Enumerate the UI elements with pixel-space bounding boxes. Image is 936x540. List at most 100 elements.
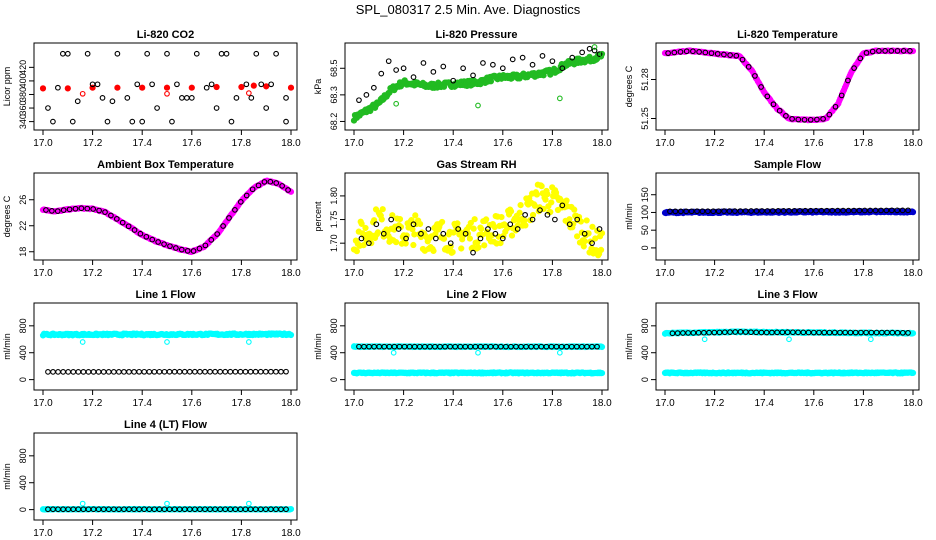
- x-tick-label: 17.6: [182, 528, 202, 539]
- data-point: [690, 48, 696, 55]
- data-point: [863, 49, 870, 56]
- data-point: [522, 211, 528, 218]
- data-point: [188, 95, 195, 101]
- x-tick-label: 17.4: [132, 268, 152, 279]
- data-point: [737, 208, 744, 214]
- data-point: [711, 329, 718, 336]
- x-tick-label: 17.0: [344, 398, 364, 409]
- data-point: [715, 208, 722, 215]
- data-point: [79, 339, 86, 345]
- data-point: [393, 67, 400, 73]
- data-point: [410, 74, 417, 80]
- data-point: [403, 235, 409, 242]
- series-outliers: [79, 339, 252, 345]
- x-tick-label: 17.2: [705, 398, 725, 409]
- data-point: [752, 73, 758, 79]
- data-point: [591, 47, 598, 54]
- data-point: [867, 336, 874, 343]
- data-point: [217, 368, 224, 375]
- data-point: [137, 230, 144, 237]
- panel-line3: Line 3 Flow ml/min 17.0 17.2 17.4 17.6 17.8 18.…: [624, 289, 923, 409]
- data-point: [154, 105, 160, 111]
- data-point: [775, 208, 782, 214]
- data-point: [460, 65, 466, 72]
- data-point: [529, 61, 536, 68]
- data-point: [227, 368, 234, 375]
- y-tick-label: 51.28: [640, 68, 650, 91]
- data-point: [499, 65, 506, 72]
- data-point: [677, 49, 684, 55]
- data-point: [218, 50, 225, 57]
- data-point: [533, 191, 540, 198]
- data-point: [79, 500, 86, 507]
- data-point: [776, 107, 783, 114]
- data-point: [789, 115, 795, 122]
- y-tick-label: 0: [329, 377, 339, 382]
- plot-frame: [344, 42, 609, 131]
- data-point: [373, 221, 380, 228]
- data-point: [59, 50, 66, 57]
- data-point: [379, 206, 386, 213]
- data-point: [223, 50, 230, 57]
- data-point: [721, 329, 728, 336]
- data-point: [847, 329, 854, 336]
- x-tick-label: 17.8: [543, 268, 563, 279]
- data-point: [268, 81, 275, 88]
- x-tick-label: 17.8: [232, 528, 252, 539]
- data-point: [753, 329, 760, 336]
- data-point: [243, 192, 250, 199]
- data-point: [262, 368, 269, 375]
- data-point: [786, 208, 792, 214]
- data-point: [542, 196, 549, 203]
- data-point: [714, 50, 721, 57]
- plot-frame: [33, 172, 298, 261]
- data-point: [485, 226, 491, 232]
- data-point: [742, 208, 749, 214]
- data-point: [232, 368, 239, 375]
- y-axis-label: kPa: [313, 79, 323, 95]
- data-point: [899, 207, 906, 214]
- data-point: [667, 208, 673, 215]
- data-point: [178, 246, 185, 253]
- data-point: [114, 84, 121, 91]
- data-point: [43, 207, 49, 213]
- data-point: [598, 343, 606, 351]
- data-point: [243, 81, 250, 88]
- data-point: [378, 216, 385, 223]
- data-point: [574, 216, 581, 223]
- x-tick-label: 17.6: [493, 268, 513, 279]
- x-tick-label: 17.2: [394, 138, 414, 149]
- data-point: [475, 349, 481, 356]
- panel-title: Li-820 CO2: [137, 29, 194, 41]
- data-point: [539, 53, 546, 59]
- data-point: [559, 202, 566, 209]
- data-point: [492, 230, 499, 237]
- data-point: [851, 207, 857, 214]
- y-tick-label: 360: [18, 101, 28, 116]
- data-point: [863, 329, 870, 336]
- series-dense: [350, 50, 606, 124]
- data-point: [238, 83, 245, 91]
- data-point: [388, 216, 395, 223]
- y-tick-label: 51.25: [640, 107, 650, 130]
- x-tick-label: 17.4: [754, 138, 774, 149]
- y-axis-label: degrees C: [2, 195, 12, 237]
- panel-rh: Gas Stream RH percent 17.0 17.2 17.4 17.6 17.8…: [313, 159, 612, 279]
- data-point: [662, 331, 668, 337]
- data-point: [894, 207, 901, 214]
- data-point: [202, 368, 208, 375]
- y-axis-label: ml/min: [2, 333, 12, 360]
- data-point: [481, 242, 488, 249]
- series-dense: [39, 177, 295, 256]
- data-point: [852, 329, 859, 336]
- data-point: [110, 368, 117, 375]
- x-tick-label: 17.0: [655, 268, 675, 279]
- data-point: [868, 329, 875, 336]
- y-tick-label: 400: [640, 345, 650, 360]
- data-point: [478, 225, 485, 233]
- data-point: [196, 245, 203, 252]
- data-point: [237, 368, 244, 375]
- data-point: [163, 84, 171, 91]
- data-point: [186, 368, 193, 375]
- x-tick-label: 17.6: [182, 268, 202, 279]
